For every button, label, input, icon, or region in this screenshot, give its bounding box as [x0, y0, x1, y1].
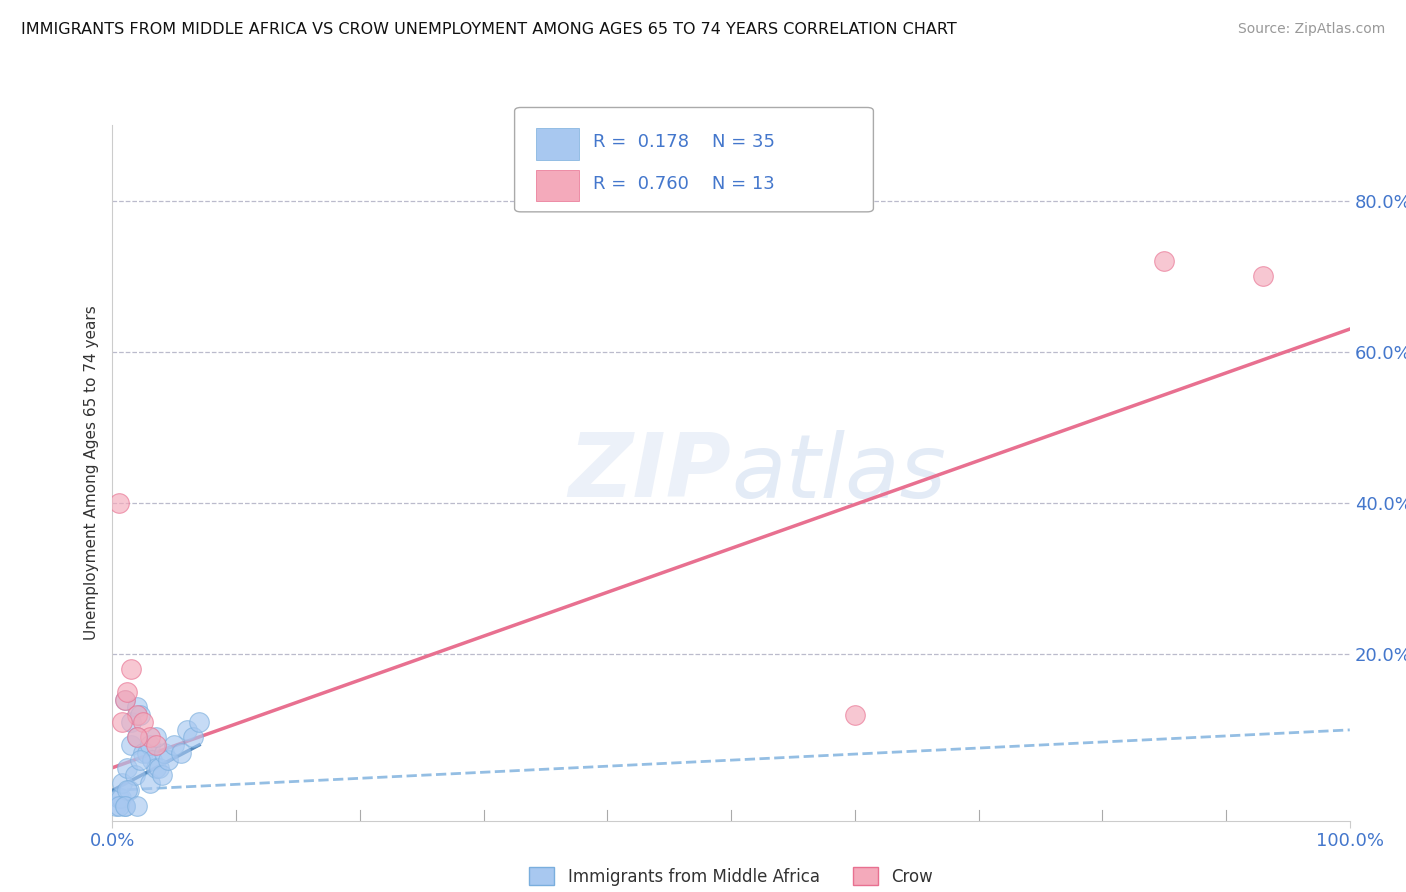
Point: [127, 700, 149, 714]
Point: [117, 783, 139, 797]
Point: [127, 731, 149, 745]
Point: [145, 738, 167, 752]
Point: [120, 738, 142, 752]
Point: [107, 791, 129, 805]
Point: [157, 753, 180, 767]
Point: [117, 685, 139, 699]
Point: [127, 731, 149, 745]
Point: [110, 791, 132, 805]
Point: [188, 715, 211, 730]
Point: [120, 715, 142, 730]
Point: [120, 662, 142, 676]
Point: [124, 768, 146, 782]
Point: [138, 776, 160, 790]
Point: [145, 761, 167, 775]
Text: atlas: atlas: [731, 430, 946, 516]
Point: [111, 776, 134, 790]
Point: [128, 753, 150, 767]
Point: [136, 746, 159, 760]
Point: [145, 731, 167, 745]
Point: [128, 707, 150, 722]
Legend: Immigrants from Middle Africa, Crow: Immigrants from Middle Africa, Crow: [523, 861, 939, 892]
Point: [105, 798, 128, 813]
Point: [138, 731, 160, 745]
FancyBboxPatch shape: [536, 128, 579, 160]
Point: [153, 746, 176, 760]
Point: [138, 738, 160, 752]
Point: [114, 692, 136, 706]
Point: [132, 746, 155, 760]
Point: [127, 798, 149, 813]
Text: IMMIGRANTS FROM MIDDLE AFRICA VS CROW UNEMPLOYMENT AMONG AGES 65 TO 74 YEARS COR: IMMIGRANTS FROM MIDDLE AFRICA VS CROW UN…: [21, 22, 957, 37]
Point: [114, 798, 136, 813]
Y-axis label: Unemployment Among Ages 65 to 74 years: Unemployment Among Ages 65 to 74 years: [83, 305, 98, 640]
Point: [107, 798, 129, 813]
Point: [176, 723, 198, 737]
FancyBboxPatch shape: [515, 108, 873, 212]
Point: [181, 731, 204, 745]
Point: [117, 783, 139, 797]
Point: [117, 761, 139, 775]
Point: [163, 738, 186, 752]
Point: [114, 692, 136, 706]
Point: [107, 496, 129, 510]
Point: [114, 798, 136, 813]
FancyBboxPatch shape: [536, 170, 579, 202]
Point: [1251, 269, 1274, 284]
Point: [132, 715, 155, 730]
Text: R =  0.760    N = 13: R = 0.760 N = 13: [592, 175, 775, 193]
Point: [150, 768, 173, 782]
Point: [169, 746, 191, 760]
Point: [844, 707, 866, 722]
Point: [127, 707, 149, 722]
Text: ZIP: ZIP: [568, 429, 731, 516]
Point: [1153, 254, 1175, 268]
Point: [141, 753, 163, 767]
Point: [111, 715, 134, 730]
Text: Source: ZipAtlas.com: Source: ZipAtlas.com: [1237, 22, 1385, 37]
Text: R =  0.178    N = 35: R = 0.178 N = 35: [592, 133, 775, 151]
Point: [148, 761, 170, 775]
